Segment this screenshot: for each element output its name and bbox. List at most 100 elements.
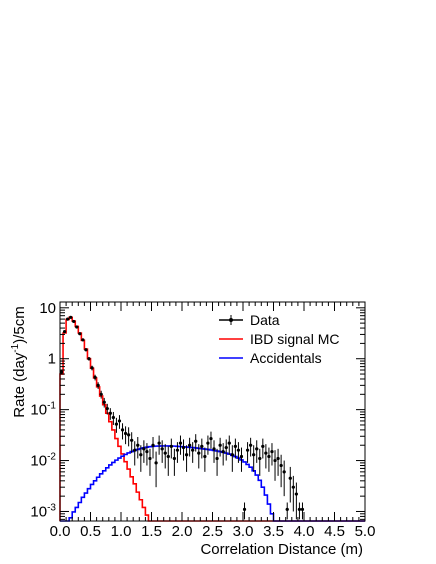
x-tick-label: 4.0: [294, 523, 315, 540]
data-point: [142, 447, 146, 451]
data-point: [69, 315, 73, 319]
data-point: [127, 433, 131, 437]
data-point: [59, 370, 64, 374]
y-tick-label: 10-1: [30, 401, 56, 419]
accidentals-histogram: [60, 445, 365, 522]
data-point: [145, 449, 149, 454]
data-point: [242, 507, 247, 511]
y-axis-label: Rate (day-1)/5cm: [10, 306, 28, 417]
data-point: [133, 448, 137, 452]
data-point: [87, 357, 91, 361]
data-point: [72, 319, 76, 324]
y-axis-label-prefix: Rate (day: [11, 352, 28, 418]
data-point: [212, 447, 216, 451]
data-point: [78, 332, 82, 336]
data-point: [249, 443, 253, 447]
data-point: [166, 454, 170, 459]
data-point: [258, 456, 262, 461]
data-point: [136, 443, 140, 447]
data-point: [151, 443, 155, 447]
x-tick-label: 1.0: [111, 523, 132, 540]
y-tick-label: 10-3: [30, 502, 56, 520]
data-point: [218, 443, 222, 447]
data-point: [291, 485, 295, 489]
data-point: [191, 448, 195, 452]
data-point: [96, 383, 100, 387]
x-tick-label: 0.0: [50, 523, 71, 540]
data-point: [154, 461, 158, 465]
ibd-signal-mc-histogram: [59, 316, 365, 522]
data-point: [276, 456, 280, 461]
data-point: [108, 411, 112, 415]
data-point: [157, 441, 161, 445]
data-point: [172, 456, 176, 461]
y-tick-label: 1: [48, 351, 56, 368]
data-point: [264, 451, 268, 455]
data-point: [273, 458, 277, 463]
data-point: [175, 448, 180, 452]
data-point: [178, 441, 183, 445]
data-point: [206, 441, 210, 445]
data-point: [114, 422, 119, 426]
x-tick-label: 2.0: [172, 523, 193, 540]
data-point: [75, 325, 79, 329]
data-point: [130, 438, 134, 442]
legend-label: Data: [250, 312, 280, 328]
data-point: [111, 415, 115, 420]
data-point: [184, 453, 189, 457]
data-point: [230, 453, 234, 457]
data-point: [117, 419, 122, 423]
data-point: [139, 453, 143, 457]
x-tick-label: 1.5: [141, 523, 162, 540]
data-point: [84, 348, 88, 352]
y-axis: 10 1 10-1 10-2 10-3: [30, 300, 365, 520]
legend-label: IBD signal MC: [250, 331, 339, 347]
legend-marker: [229, 318, 233, 322]
data-point: [102, 400, 106, 404]
data-point: [188, 443, 192, 447]
data-point: [255, 447, 259, 451]
data-point: [194, 439, 198, 443]
data-point: [62, 330, 67, 334]
data-point: [221, 449, 225, 454]
data-point: [245, 448, 250, 452]
data-point: [209, 436, 213, 441]
data-point: [148, 456, 152, 461]
data-point: [282, 470, 286, 474]
data-point: [105, 406, 109, 411]
data-point: [160, 447, 164, 451]
data-points-layer: [59, 315, 305, 520]
x-tick-label: 5.0: [355, 523, 376, 540]
data-point: [81, 338, 85, 342]
data-point: [233, 444, 237, 448]
y-axis-label-suffix: )/5cm: [11, 306, 28, 344]
data-point: [197, 451, 201, 455]
data-point: [169, 444, 173, 448]
data-point: [270, 449, 274, 454]
x-tick-label: 3.5: [263, 523, 284, 540]
data-point: [294, 492, 298, 496]
data-point: [288, 476, 292, 480]
x-tick-label: 3.0: [233, 523, 254, 540]
data-point: [300, 507, 305, 511]
data-point: [297, 507, 302, 511]
data-point: [261, 444, 265, 448]
data-point: [200, 444, 204, 448]
data-point: [123, 431, 128, 436]
histogram-layer: [59, 316, 365, 522]
y-tick-label: 10-2: [30, 452, 56, 470]
legend-label: Accidentals: [250, 350, 322, 366]
data-point: [285, 507, 289, 511]
y-tick-label: 10: [39, 300, 56, 317]
x-axis-label: Correlation Distance (m): [200, 541, 363, 558]
x-tick-label: 2.5: [202, 523, 223, 540]
x-tick-label: 0.5: [80, 523, 101, 540]
x-tick-label: 4.5: [324, 523, 345, 540]
data-point: [215, 456, 219, 461]
data-point: [236, 448, 241, 452]
y-axis-label-exponent: -1: [10, 343, 21, 352]
data-point: [224, 445, 228, 450]
data-point: [163, 451, 167, 455]
data-point: [203, 454, 207, 459]
